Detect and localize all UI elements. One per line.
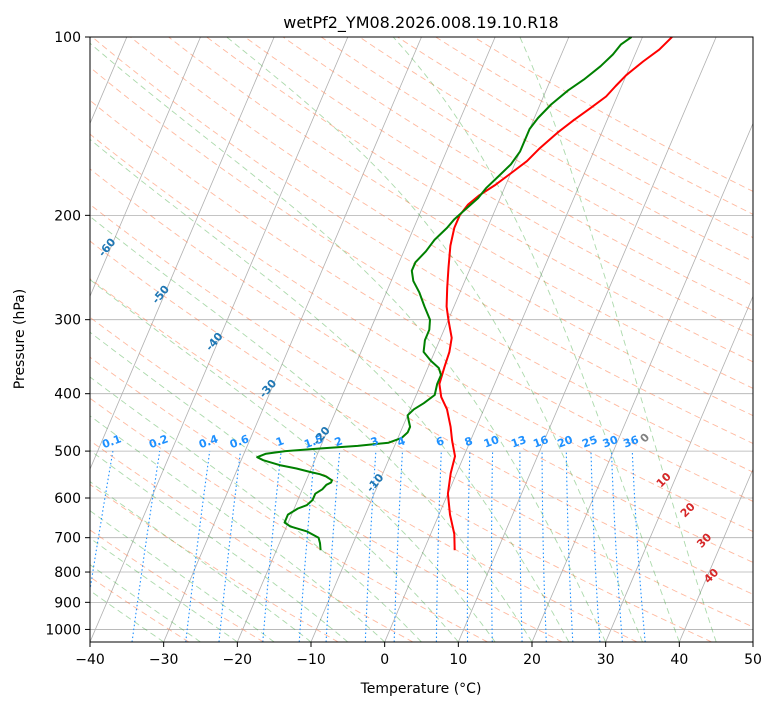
x-tick-label: −40 [75,652,105,668]
y-tick-label: 300 [54,313,81,329]
x-tick-label: 10 [449,652,467,668]
y-tick-label: 1000 [45,622,81,638]
y-tick-label: 200 [54,208,81,224]
x-tick-label: −10 [296,652,326,668]
x-tick-label: 30 [597,652,615,668]
x-axis-label: Temperature (°C) [360,681,482,697]
x-tick-label: 40 [670,652,688,668]
y-tick-label: 100 [54,30,81,46]
x-tick-label: 50 [744,652,762,668]
y-tick-label: 900 [54,595,81,611]
x-tick-label: 20 [523,652,541,668]
x-tick-label: 0 [380,652,389,668]
y-tick-label: 400 [54,387,81,403]
y-tick-label: 600 [54,491,81,507]
y-axis-label: Pressure (hPa) [12,289,28,389]
chart-title: wetPf2_YM08.2026.008.19.10.R18 [283,13,558,33]
y-tick-label: 700 [54,531,81,547]
x-tick-label: −30 [149,652,179,668]
y-tick-label: 800 [54,565,81,581]
x-tick-label: −20 [223,652,253,668]
y-tick-label: 500 [54,444,81,460]
